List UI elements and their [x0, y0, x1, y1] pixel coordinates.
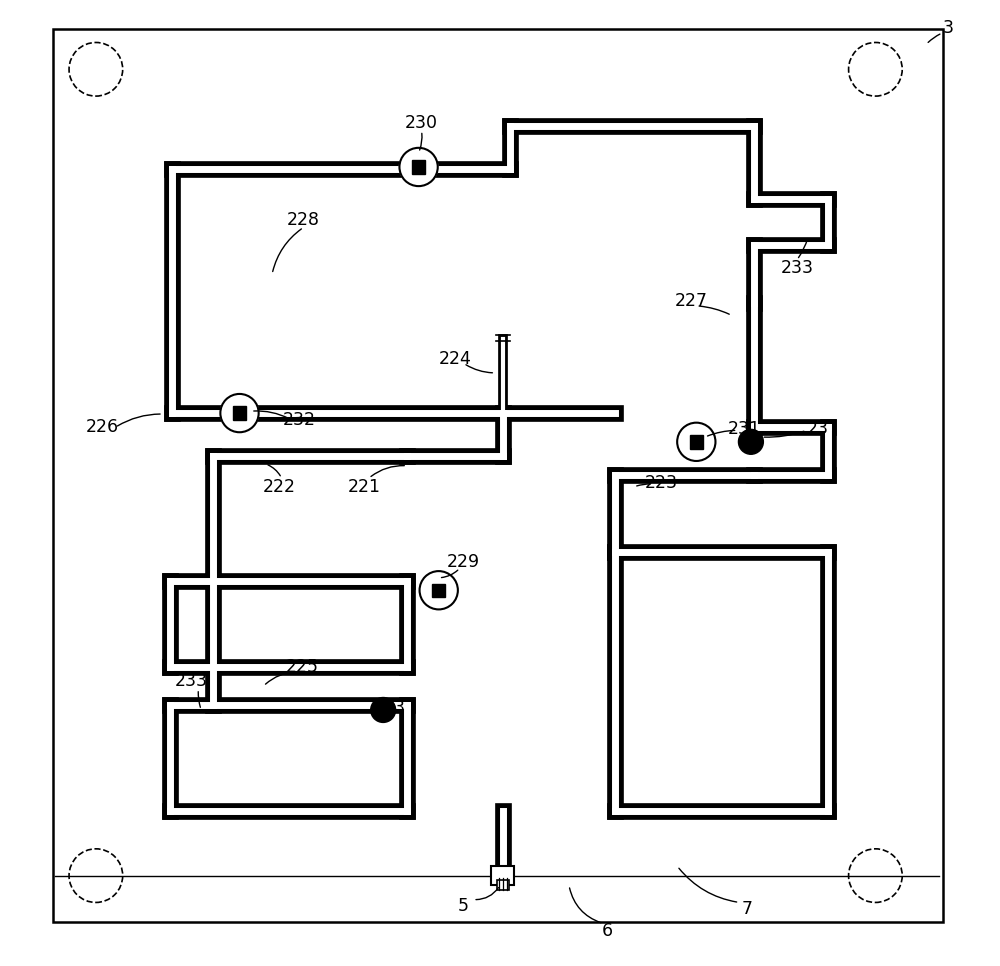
Bar	[690, 435, 703, 448]
Bar	[412, 160, 425, 174]
Text: 233: 233	[780, 259, 813, 276]
Text: 232: 232	[282, 411, 315, 429]
Text: 6: 6	[602, 923, 613, 940]
Text: 5: 5	[458, 897, 469, 916]
Circle shape	[738, 429, 763, 454]
Bar	[233, 407, 246, 420]
Text: 231: 231	[728, 420, 761, 439]
Text: 227: 227	[675, 292, 708, 310]
Text: 226: 226	[86, 418, 119, 437]
Text: 3: 3	[943, 19, 954, 37]
Bar	[432, 583, 445, 597]
Text: 225: 225	[285, 658, 318, 676]
Circle shape	[371, 697, 396, 723]
Text: 223: 223	[644, 474, 677, 492]
Text: 230: 230	[405, 114, 438, 132]
Circle shape	[220, 394, 259, 432]
Text: 233: 233	[175, 672, 208, 691]
Bar	[491, 867, 514, 885]
Circle shape	[420, 571, 458, 610]
Circle shape	[399, 148, 438, 186]
Text: 7: 7	[742, 900, 753, 918]
Text: 228: 228	[287, 211, 320, 229]
Text: 224: 224	[439, 350, 471, 367]
Text: 23: 23	[384, 699, 406, 717]
Circle shape	[677, 423, 715, 461]
Text: 23: 23	[807, 420, 829, 439]
Text: 222: 222	[263, 478, 296, 496]
Text: 221: 221	[348, 478, 381, 496]
Bar	[497, 880, 509, 890]
Text: 229: 229	[447, 553, 480, 571]
